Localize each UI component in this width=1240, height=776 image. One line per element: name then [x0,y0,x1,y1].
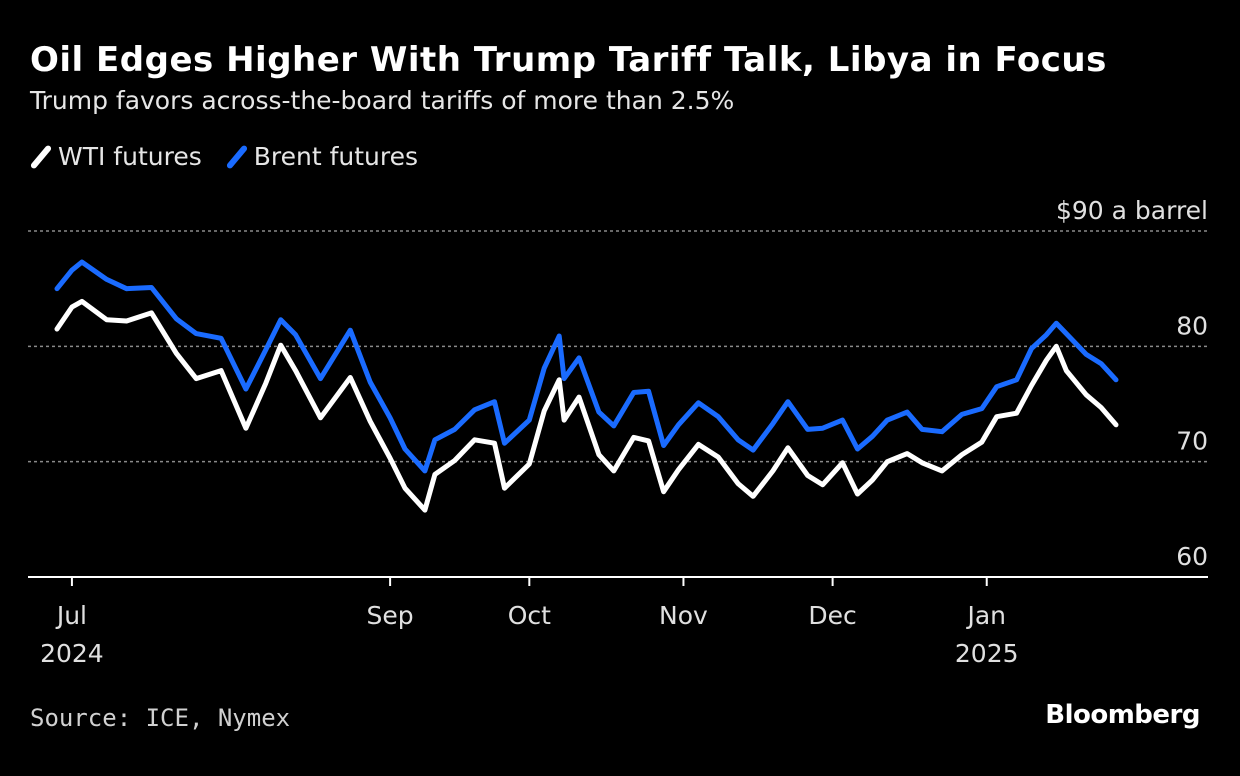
chart-subtitle: Trump favors across-the-board tariffs of… [30,86,735,115]
y-tick-label: 80 [1176,311,1208,340]
series-line-brent-futures [54,259,1119,474]
legend-item-wti: WTI futures [29,142,202,171]
bloomberg-logo: Bloomberg [1045,700,1200,730]
x-tick-sublabel: 2024 [40,639,104,668]
series-line-wti-futures [54,298,1119,513]
legend-label-wti: WTI futures [58,142,202,171]
x-tick-label: Jan [965,601,1006,630]
y-tick-label: 60 [1176,542,1208,571]
legend: WTI futures Brent futures [29,142,442,171]
x-tick-sublabel: 2025 [955,639,1019,668]
y-tick-label: $90 a barrel [1056,196,1208,225]
legend-item-brent: Brent futures [225,142,419,171]
y-tick-label: 70 [1176,427,1208,456]
x-tick-label: Nov [659,601,708,630]
x-tick-label: Sep [367,601,414,630]
chart-title: Oil Edges Higher With Trump Tariff Talk,… [30,40,1107,80]
x-tick-label: Jul [55,601,87,630]
source-note: Source: ICE, Nymex [30,704,291,732]
x-tick-label: Oct [508,601,551,630]
x-tick-label: Dec [808,601,856,630]
legend-label-brent: Brent futures [253,142,419,171]
